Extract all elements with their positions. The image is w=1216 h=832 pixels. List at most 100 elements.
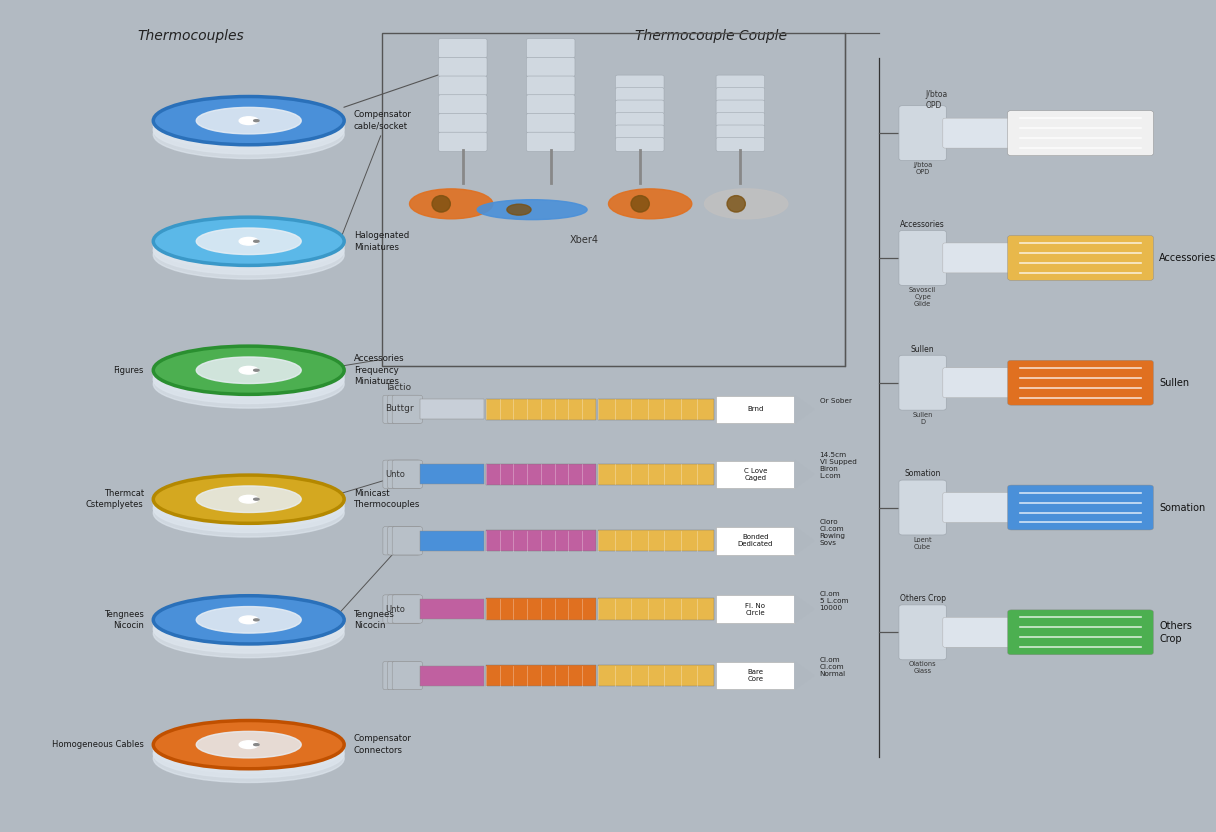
Text: J/btoa
OPD: J/btoa OPD [925, 90, 947, 110]
Text: Savoscil
Cype
Glide: Savoscil Cype Glide [910, 287, 936, 307]
Ellipse shape [153, 217, 344, 265]
FancyBboxPatch shape [615, 87, 664, 102]
Text: Compensator
Connectors: Compensator Connectors [354, 735, 412, 755]
FancyBboxPatch shape [383, 595, 420, 623]
Ellipse shape [158, 479, 339, 519]
FancyBboxPatch shape [899, 230, 946, 285]
FancyBboxPatch shape [393, 595, 422, 623]
Text: Homogeneous Cables: Homogeneous Cables [52, 740, 143, 749]
Text: Bare
Core: Bare Core [748, 669, 764, 682]
Ellipse shape [254, 120, 259, 121]
Text: Cloro
Cl.com
Rowing
Sovs: Cloro Cl.com Rowing Sovs [820, 519, 845, 546]
Text: Brnd: Brnd [748, 406, 764, 413]
Text: Cl.om
Cl.com
Normal: Cl.om Cl.com Normal [820, 657, 846, 677]
Text: Minicast
Thermocouples: Minicast Thermocouples [354, 489, 421, 509]
Text: 14.5cm
Vl Supped
Biron
L.com: 14.5cm Vl Supped Biron L.com [820, 453, 856, 479]
Text: Thermocouple Couple: Thermocouple Couple [636, 29, 788, 43]
FancyBboxPatch shape [439, 76, 488, 95]
FancyBboxPatch shape [942, 617, 1010, 647]
Text: Olations
Glass: Olations Glass [908, 661, 936, 681]
FancyBboxPatch shape [716, 396, 795, 423]
FancyBboxPatch shape [716, 125, 765, 139]
FancyBboxPatch shape [716, 112, 765, 126]
Ellipse shape [631, 196, 649, 212]
FancyBboxPatch shape [420, 666, 484, 686]
FancyBboxPatch shape [527, 95, 575, 114]
FancyBboxPatch shape [1008, 111, 1154, 156]
FancyBboxPatch shape [527, 132, 575, 151]
Ellipse shape [153, 97, 344, 145]
Ellipse shape [432, 196, 450, 212]
Text: Tactio: Tactio [385, 383, 411, 392]
Ellipse shape [153, 721, 344, 769]
Ellipse shape [196, 607, 302, 633]
FancyBboxPatch shape [527, 38, 575, 57]
Ellipse shape [196, 228, 302, 255]
Ellipse shape [153, 484, 344, 532]
Ellipse shape [507, 204, 531, 215]
Text: Unto: Unto [385, 605, 405, 613]
Ellipse shape [153, 475, 344, 523]
FancyBboxPatch shape [942, 118, 1010, 148]
Ellipse shape [153, 605, 344, 653]
Ellipse shape [608, 189, 692, 219]
FancyBboxPatch shape [598, 399, 714, 420]
Ellipse shape [240, 116, 258, 125]
Text: Xber4: Xber4 [570, 235, 598, 245]
FancyBboxPatch shape [439, 95, 488, 114]
Ellipse shape [153, 355, 344, 404]
Ellipse shape [240, 237, 258, 245]
Text: Fl. No
Circle: Fl. No Circle [745, 602, 765, 616]
FancyBboxPatch shape [1008, 610, 1154, 655]
FancyBboxPatch shape [716, 461, 795, 488]
Polygon shape [795, 527, 814, 554]
FancyBboxPatch shape [899, 605, 946, 660]
Ellipse shape [153, 106, 344, 154]
FancyBboxPatch shape [393, 661, 422, 690]
FancyBboxPatch shape [615, 137, 664, 151]
Ellipse shape [153, 609, 344, 657]
Ellipse shape [153, 596, 344, 644]
Ellipse shape [153, 221, 344, 270]
FancyBboxPatch shape [527, 113, 575, 132]
Ellipse shape [153, 350, 344, 399]
FancyBboxPatch shape [388, 527, 421, 555]
Text: Somation: Somation [1159, 503, 1205, 513]
Ellipse shape [254, 744, 259, 745]
Ellipse shape [196, 107, 302, 134]
Polygon shape [795, 662, 814, 689]
FancyBboxPatch shape [615, 75, 664, 89]
FancyBboxPatch shape [486, 530, 596, 552]
FancyBboxPatch shape [716, 662, 795, 689]
Ellipse shape [153, 346, 344, 394]
Text: Compensator
cable/socket: Compensator cable/socket [354, 111, 412, 131]
FancyBboxPatch shape [1008, 485, 1154, 530]
FancyBboxPatch shape [393, 395, 422, 423]
FancyBboxPatch shape [420, 399, 484, 419]
Ellipse shape [196, 731, 302, 758]
FancyBboxPatch shape [942, 368, 1010, 398]
Ellipse shape [153, 488, 344, 537]
Ellipse shape [254, 619, 259, 621]
FancyBboxPatch shape [383, 460, 420, 488]
Ellipse shape [240, 740, 258, 749]
Ellipse shape [158, 600, 339, 640]
Ellipse shape [153, 601, 344, 649]
Ellipse shape [254, 369, 259, 371]
FancyBboxPatch shape [388, 661, 421, 690]
Text: Accessories: Accessories [900, 220, 945, 229]
Text: J/btoa
OPD: J/btoa OPD [913, 162, 933, 176]
Ellipse shape [196, 357, 302, 384]
Text: Halogenated
Miniatures: Halogenated Miniatures [354, 231, 409, 251]
Text: Loent
Cube: Loent Cube [913, 537, 931, 557]
FancyBboxPatch shape [716, 100, 765, 114]
FancyBboxPatch shape [388, 395, 421, 423]
Polygon shape [795, 461, 814, 488]
FancyBboxPatch shape [383, 395, 420, 423]
Text: Thermocouples: Thermocouples [137, 29, 244, 43]
Text: Tengnees
Nicocin: Tengnees Nicocin [103, 610, 143, 630]
FancyBboxPatch shape [393, 527, 422, 555]
Ellipse shape [153, 359, 344, 408]
Ellipse shape [704, 189, 788, 219]
Polygon shape [795, 396, 814, 423]
